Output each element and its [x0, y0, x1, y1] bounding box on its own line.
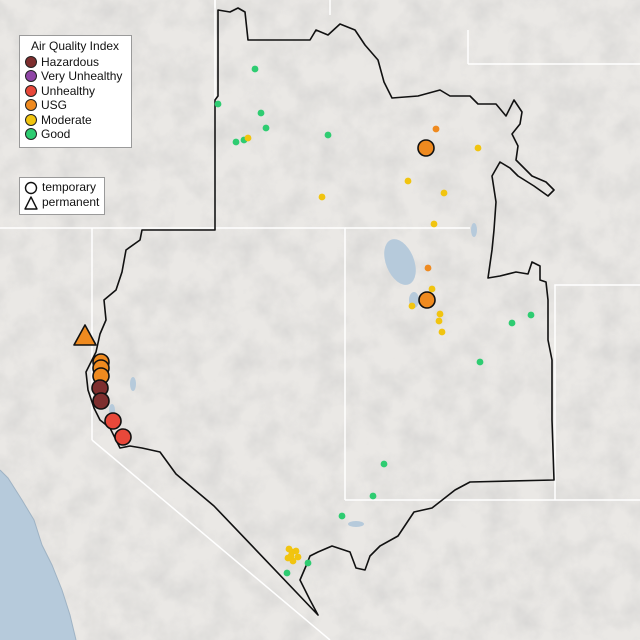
legend-item-hazardous: Hazardous	[20, 55, 131, 70]
legend-label: Moderate	[41, 112, 92, 127]
legend-item-unhealthy: Unhealthy	[20, 84, 131, 99]
monitor-marker[interactable]	[435, 317, 443, 325]
monitor-marker[interactable]	[474, 144, 482, 152]
monitor-marker[interactable]	[508, 319, 516, 327]
monitor-marker[interactable]	[338, 512, 346, 520]
monitor-marker-permanent[interactable]	[73, 324, 97, 346]
legend-label: permanent	[42, 195, 100, 210]
monitor-marker[interactable]	[262, 124, 270, 132]
monitor-marker[interactable]	[424, 264, 432, 272]
hazardous-swatch-icon	[25, 55, 37, 68]
very-unhealthy-swatch-icon	[25, 70, 37, 83]
legend-label: Unhealthy	[41, 83, 96, 98]
monitor-marker[interactable]	[324, 131, 332, 139]
monitor-marker[interactable]	[284, 554, 292, 562]
legend-label: USG	[41, 98, 68, 112]
legend-item-moderate: Moderate	[20, 113, 131, 128]
pyramid-lake	[130, 377, 136, 391]
moderate-swatch-icon	[25, 113, 37, 126]
monitor-marker[interactable]	[251, 65, 259, 73]
monitor-marker[interactable]	[257, 109, 265, 117]
monitor-marker[interactable]	[289, 557, 297, 565]
monitor-marker[interactable]	[292, 547, 300, 555]
legend-label: Very Unhealthy	[41, 69, 123, 83]
monitor-marker[interactable]	[436, 310, 444, 318]
monitor-marker[interactable]	[404, 177, 412, 185]
monitor-marker[interactable]	[432, 125, 440, 133]
monitor-marker[interactable]	[294, 553, 302, 561]
legend-label: temporary	[42, 180, 97, 195]
good-swatch-icon	[25, 128, 37, 141]
circle-icon	[24, 181, 38, 194]
monitor-marker[interactable]	[440, 189, 448, 197]
monitor-marker-temporary[interactable]	[92, 392, 110, 410]
monitor-marker[interactable]	[304, 559, 312, 567]
coastline	[0, 469, 77, 640]
monitor-marker-temporary[interactable]	[104, 412, 122, 430]
triangle-icon	[24, 195, 38, 210]
monitor-marker[interactable]	[318, 193, 326, 201]
usg-swatch-icon	[25, 99, 37, 112]
monitor-marker[interactable]	[232, 138, 240, 146]
bear-lake	[471, 223, 477, 237]
monitor-marker[interactable]	[369, 492, 377, 500]
legend-item-permanent: permanent	[20, 195, 104, 210]
aqi-legend: Air Quality Index Hazardous Very Unhealt…	[19, 35, 132, 148]
monitor-marker[interactable]	[214, 100, 222, 108]
pacific-ocean	[0, 470, 76, 640]
legend-item-usg: USG	[20, 98, 131, 113]
lake-mead	[348, 521, 364, 527]
monitor-marker-temporary[interactable]	[417, 139, 435, 157]
legend-title: Air Quality Index	[31, 39, 120, 53]
monitor-marker[interactable]	[428, 285, 436, 293]
monitor-marker[interactable]	[476, 358, 484, 366]
monitor-type-legend: temporary permanent	[19, 177, 105, 215]
aqi-monitor-markers[interactable]	[73, 65, 535, 577]
great-salt-lake	[384, 239, 416, 285]
region-boundary	[85, 7, 555, 616]
unhealthy-swatch-icon	[25, 84, 37, 97]
monitor-marker[interactable]	[527, 311, 535, 319]
monitor-marker[interactable]	[244, 134, 252, 142]
legend-item-good: Good	[20, 127, 131, 142]
monitor-marker[interactable]	[438, 328, 446, 336]
monitor-marker[interactable]	[430, 220, 438, 228]
legend-label: Hazardous	[41, 54, 100, 69]
legend-item-temporary: temporary	[20, 180, 104, 195]
monitor-marker[interactable]	[283, 569, 291, 577]
monitor-marker-temporary[interactable]	[114, 428, 132, 446]
legend-item-very-unhealthy: Very Unhealthy	[20, 69, 131, 84]
legend-label: Good	[41, 127, 71, 141]
monitor-marker[interactable]	[380, 460, 388, 468]
monitor-marker-temporary[interactable]	[418, 291, 436, 309]
monitor-marker[interactable]	[408, 302, 416, 310]
